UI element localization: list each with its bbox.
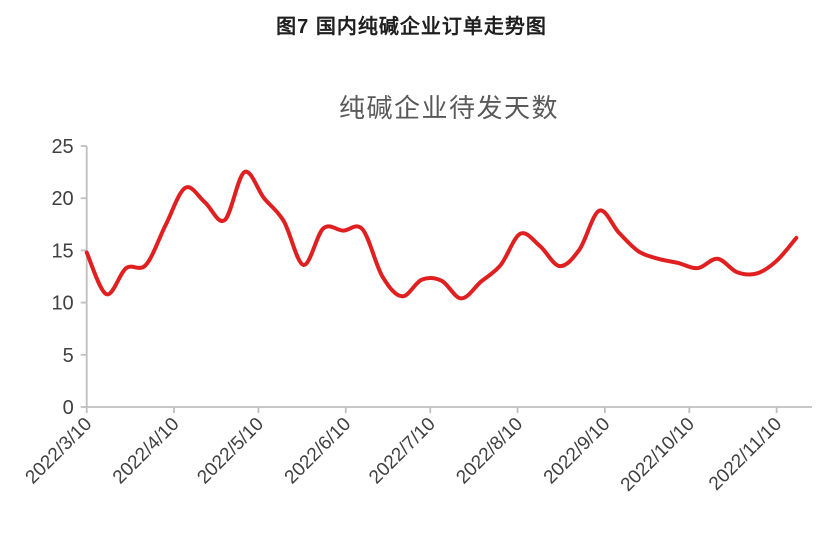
x-tick-label: 2022/6/10	[281, 414, 356, 489]
x-tick-label: 2022/5/10	[193, 414, 268, 489]
y-tick-label: 10	[51, 293, 73, 315]
y-tick-label: 0	[63, 397, 74, 419]
series-line	[84, 169, 799, 301]
x-tick-label: 2022/10/10	[617, 414, 699, 496]
y-tick-label: 25	[51, 136, 73, 158]
x-tick-label: 2022/7/10	[365, 414, 440, 489]
y-tick-label: 15	[51, 240, 73, 262]
x-tick-label: 2022/11/10	[705, 414, 786, 495]
chart-title: 纯碱企业待发天数	[338, 93, 559, 123]
x-tick-label: 2022/9/10	[540, 414, 615, 489]
figure-title: 图7 国内纯碱企业订单走势图	[276, 16, 547, 38]
x-tick-label: 2022/3/10	[22, 414, 97, 489]
x-tick-label: 2022/8/10	[452, 414, 527, 489]
x-tick-label: 2022/4/10	[109, 414, 184, 489]
y-tick-label: 20	[51, 188, 73, 210]
y-tick-label: 5	[63, 345, 74, 367]
